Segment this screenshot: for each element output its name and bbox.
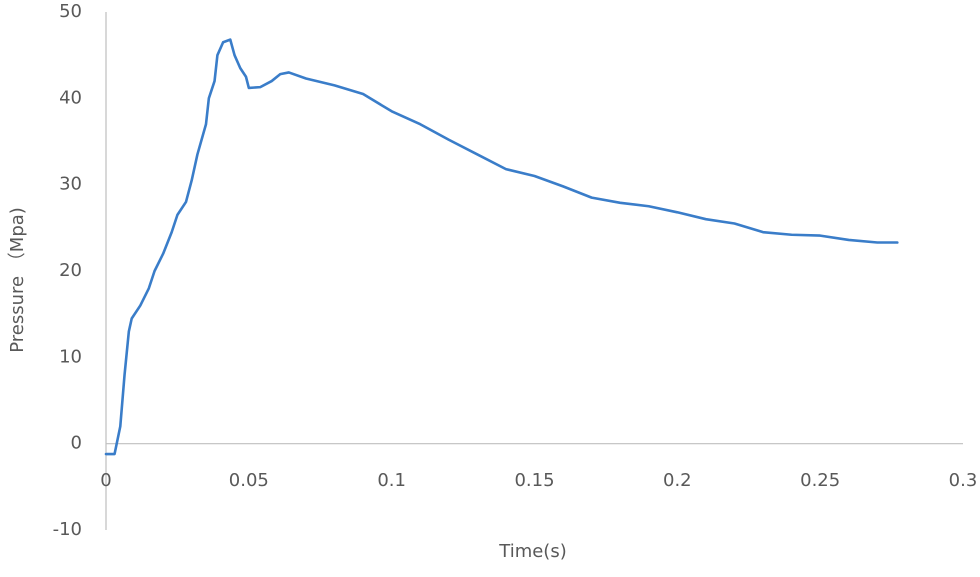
y-tick-label: -10: [53, 519, 82, 540]
x-tick-label: 0.15: [514, 470, 554, 491]
data-line: [104, 38, 899, 456]
x-tick-label: 0.25: [800, 470, 840, 491]
x-axis-label: Time(s): [498, 541, 566, 562]
x-tick-label: 0: [100, 470, 111, 491]
y-tick-label: 30: [59, 174, 82, 195]
x-tick-label: 0.2: [663, 470, 692, 491]
y-tick-label: 50: [59, 1, 82, 22]
x-tick-label: 0.05: [229, 470, 269, 491]
x-tick-label: 0.3: [949, 470, 978, 491]
y-tick-label: 10: [59, 346, 82, 367]
x-tick-label: 0.1: [377, 470, 406, 491]
y-tick-label: 40: [59, 87, 82, 108]
y-tick-label: 20: [59, 260, 82, 281]
y-axis-label: Pressure （Mpa): [7, 207, 28, 353]
y-tick-label: 0: [71, 433, 82, 454]
